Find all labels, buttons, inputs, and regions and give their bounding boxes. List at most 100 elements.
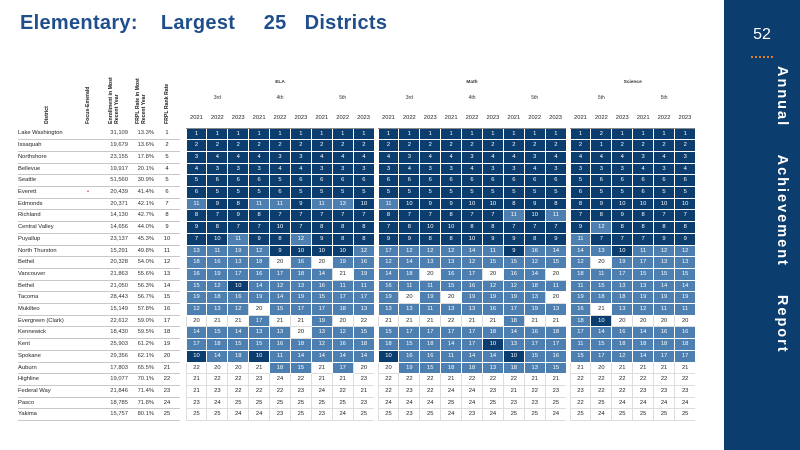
column-gap: [374, 186, 379, 199]
rank-cell: 1: [206, 128, 228, 141]
rank-cell: 13: [310, 326, 333, 340]
rank-cell: 11: [269, 198, 291, 211]
rank-cell: 15: [569, 350, 591, 363]
rank-cell: 2: [185, 139, 207, 152]
district-name: Everett: [18, 186, 76, 199]
rank-cell: 10: [398, 198, 420, 211]
rank-cell: 6: [544, 174, 567, 188]
rank-cell: 5: [352, 186, 375, 199]
rank-cell: 19: [248, 291, 270, 305]
rank-cell: 11: [206, 245, 228, 258]
rank-cell: 19: [206, 268, 228, 281]
grade-header: 5th: [339, 95, 347, 102]
rank-cell: 13: [481, 362, 504, 375]
rank-cell: 22: [352, 315, 375, 328]
district-name: Kennewick: [18, 326, 76, 340]
rank-cell: 22: [419, 373, 441, 386]
frpl-rate-value: 13.3%: [128, 128, 154, 141]
year-header: 2022: [398, 109, 420, 129]
rank-cell: 15: [398, 338, 420, 351]
enrollment-value: 31,109: [100, 128, 128, 141]
rank-cell: 9: [523, 198, 546, 211]
rank-cell: 5: [544, 186, 567, 199]
rank-cell: 2: [481, 139, 504, 152]
district-name: Richland: [18, 209, 76, 223]
frpl-rate-value: 44.0%: [128, 221, 154, 234]
rank-cell: 6: [331, 174, 354, 188]
table-row: Kent 25,903 61.2% 19 17 18 15 15 16 18 12 16 18 18 15 1…: [18, 338, 696, 351]
year-header: 2022: [269, 109, 291, 129]
rank-cell: 17: [653, 350, 675, 363]
col-header-text: FRPL Rank Rate: [164, 83, 170, 124]
rank-cell: 2: [377, 139, 399, 152]
rank-cell: 11: [377, 198, 399, 211]
rank-cell: 5: [611, 186, 633, 199]
rank-cell: 16: [185, 268, 207, 281]
rank-cell: 21: [331, 373, 354, 386]
focus-marker: [76, 245, 100, 258]
rank-cell: 15: [248, 338, 270, 351]
rank-cell: 22: [269, 385, 291, 398]
subject-header: ELA: [275, 79, 285, 85]
title-part-1: Elementary:: [20, 12, 138, 34]
rank-cell: 22: [481, 373, 504, 386]
rank-cell: 13: [502, 338, 525, 351]
rank-cell: 5: [310, 186, 333, 199]
rank-cell: 18: [227, 350, 249, 363]
rank-cell: 11: [331, 280, 354, 293]
rank-cell: 21: [185, 385, 207, 398]
grade-header: 4th: [468, 95, 476, 102]
rank-cell: 7: [377, 221, 399, 234]
rank-cell: 12: [227, 303, 249, 316]
year-header: 2021: [248, 109, 270, 129]
rank-cell: 16: [653, 326, 675, 340]
district-name: Kent: [18, 338, 76, 351]
rank-cell: 16: [289, 256, 312, 269]
frpl-rate-value: 42.7%: [128, 209, 154, 223]
frpl-rank-value: 11: [154, 245, 180, 258]
rank-cell: 6: [523, 174, 546, 188]
rank-cell: 10: [673, 198, 696, 211]
rank-cell: 13: [523, 291, 546, 305]
rank-cell: 8: [440, 233, 462, 246]
rank-cell: 25: [227, 397, 249, 410]
rank-cell: 5: [461, 186, 483, 199]
rank-cell: 25: [352, 408, 375, 422]
rank-cell: 21: [502, 385, 525, 398]
rank-cell: 20: [544, 268, 567, 281]
rank-cell: 14: [544, 245, 567, 258]
rank-cell: 20: [331, 315, 354, 328]
rank-cell: 7: [653, 209, 675, 223]
rank-cell: 13: [377, 303, 399, 316]
rank-cell: 12: [310, 338, 333, 351]
rank-cell: 16: [310, 280, 333, 293]
rank-cell: 6: [289, 174, 312, 188]
rank-cell: 24: [310, 385, 333, 398]
rank-cell: 7: [289, 209, 312, 223]
frpl-rate-value: 45.3%: [128, 233, 154, 246]
rank-cell: 7: [461, 209, 483, 223]
frpl-rate-value: 71.8%: [128, 397, 154, 410]
rank-cell: 12: [569, 256, 591, 269]
rank-cell: 11: [419, 280, 441, 293]
column-gap: [374, 128, 379, 140]
rank-cell: 18: [461, 362, 483, 375]
rank-cell: 9: [419, 198, 441, 211]
rank-cell: 17: [673, 350, 696, 363]
rank-cell: 10: [248, 350, 270, 363]
rank-cell: 2: [206, 139, 228, 152]
rank-cell: 7: [269, 209, 291, 223]
rank-cell: 3: [569, 163, 591, 176]
frpl-rank-value: 9: [154, 221, 180, 234]
rank-cell: 21: [569, 362, 591, 375]
enrollment-value: 23,137: [100, 233, 128, 246]
rank-cell: 5: [419, 186, 441, 199]
grade-header: 4th: [276, 95, 284, 102]
rank-cell: 15: [632, 268, 654, 281]
column-gap: [566, 373, 571, 386]
rank-cell: 18: [440, 362, 462, 375]
enrollment-value: 29,356: [100, 350, 128, 363]
rank-cell: 25: [590, 397, 612, 410]
rank-cell: 18: [289, 268, 312, 281]
rank-cell: 21: [440, 373, 462, 386]
